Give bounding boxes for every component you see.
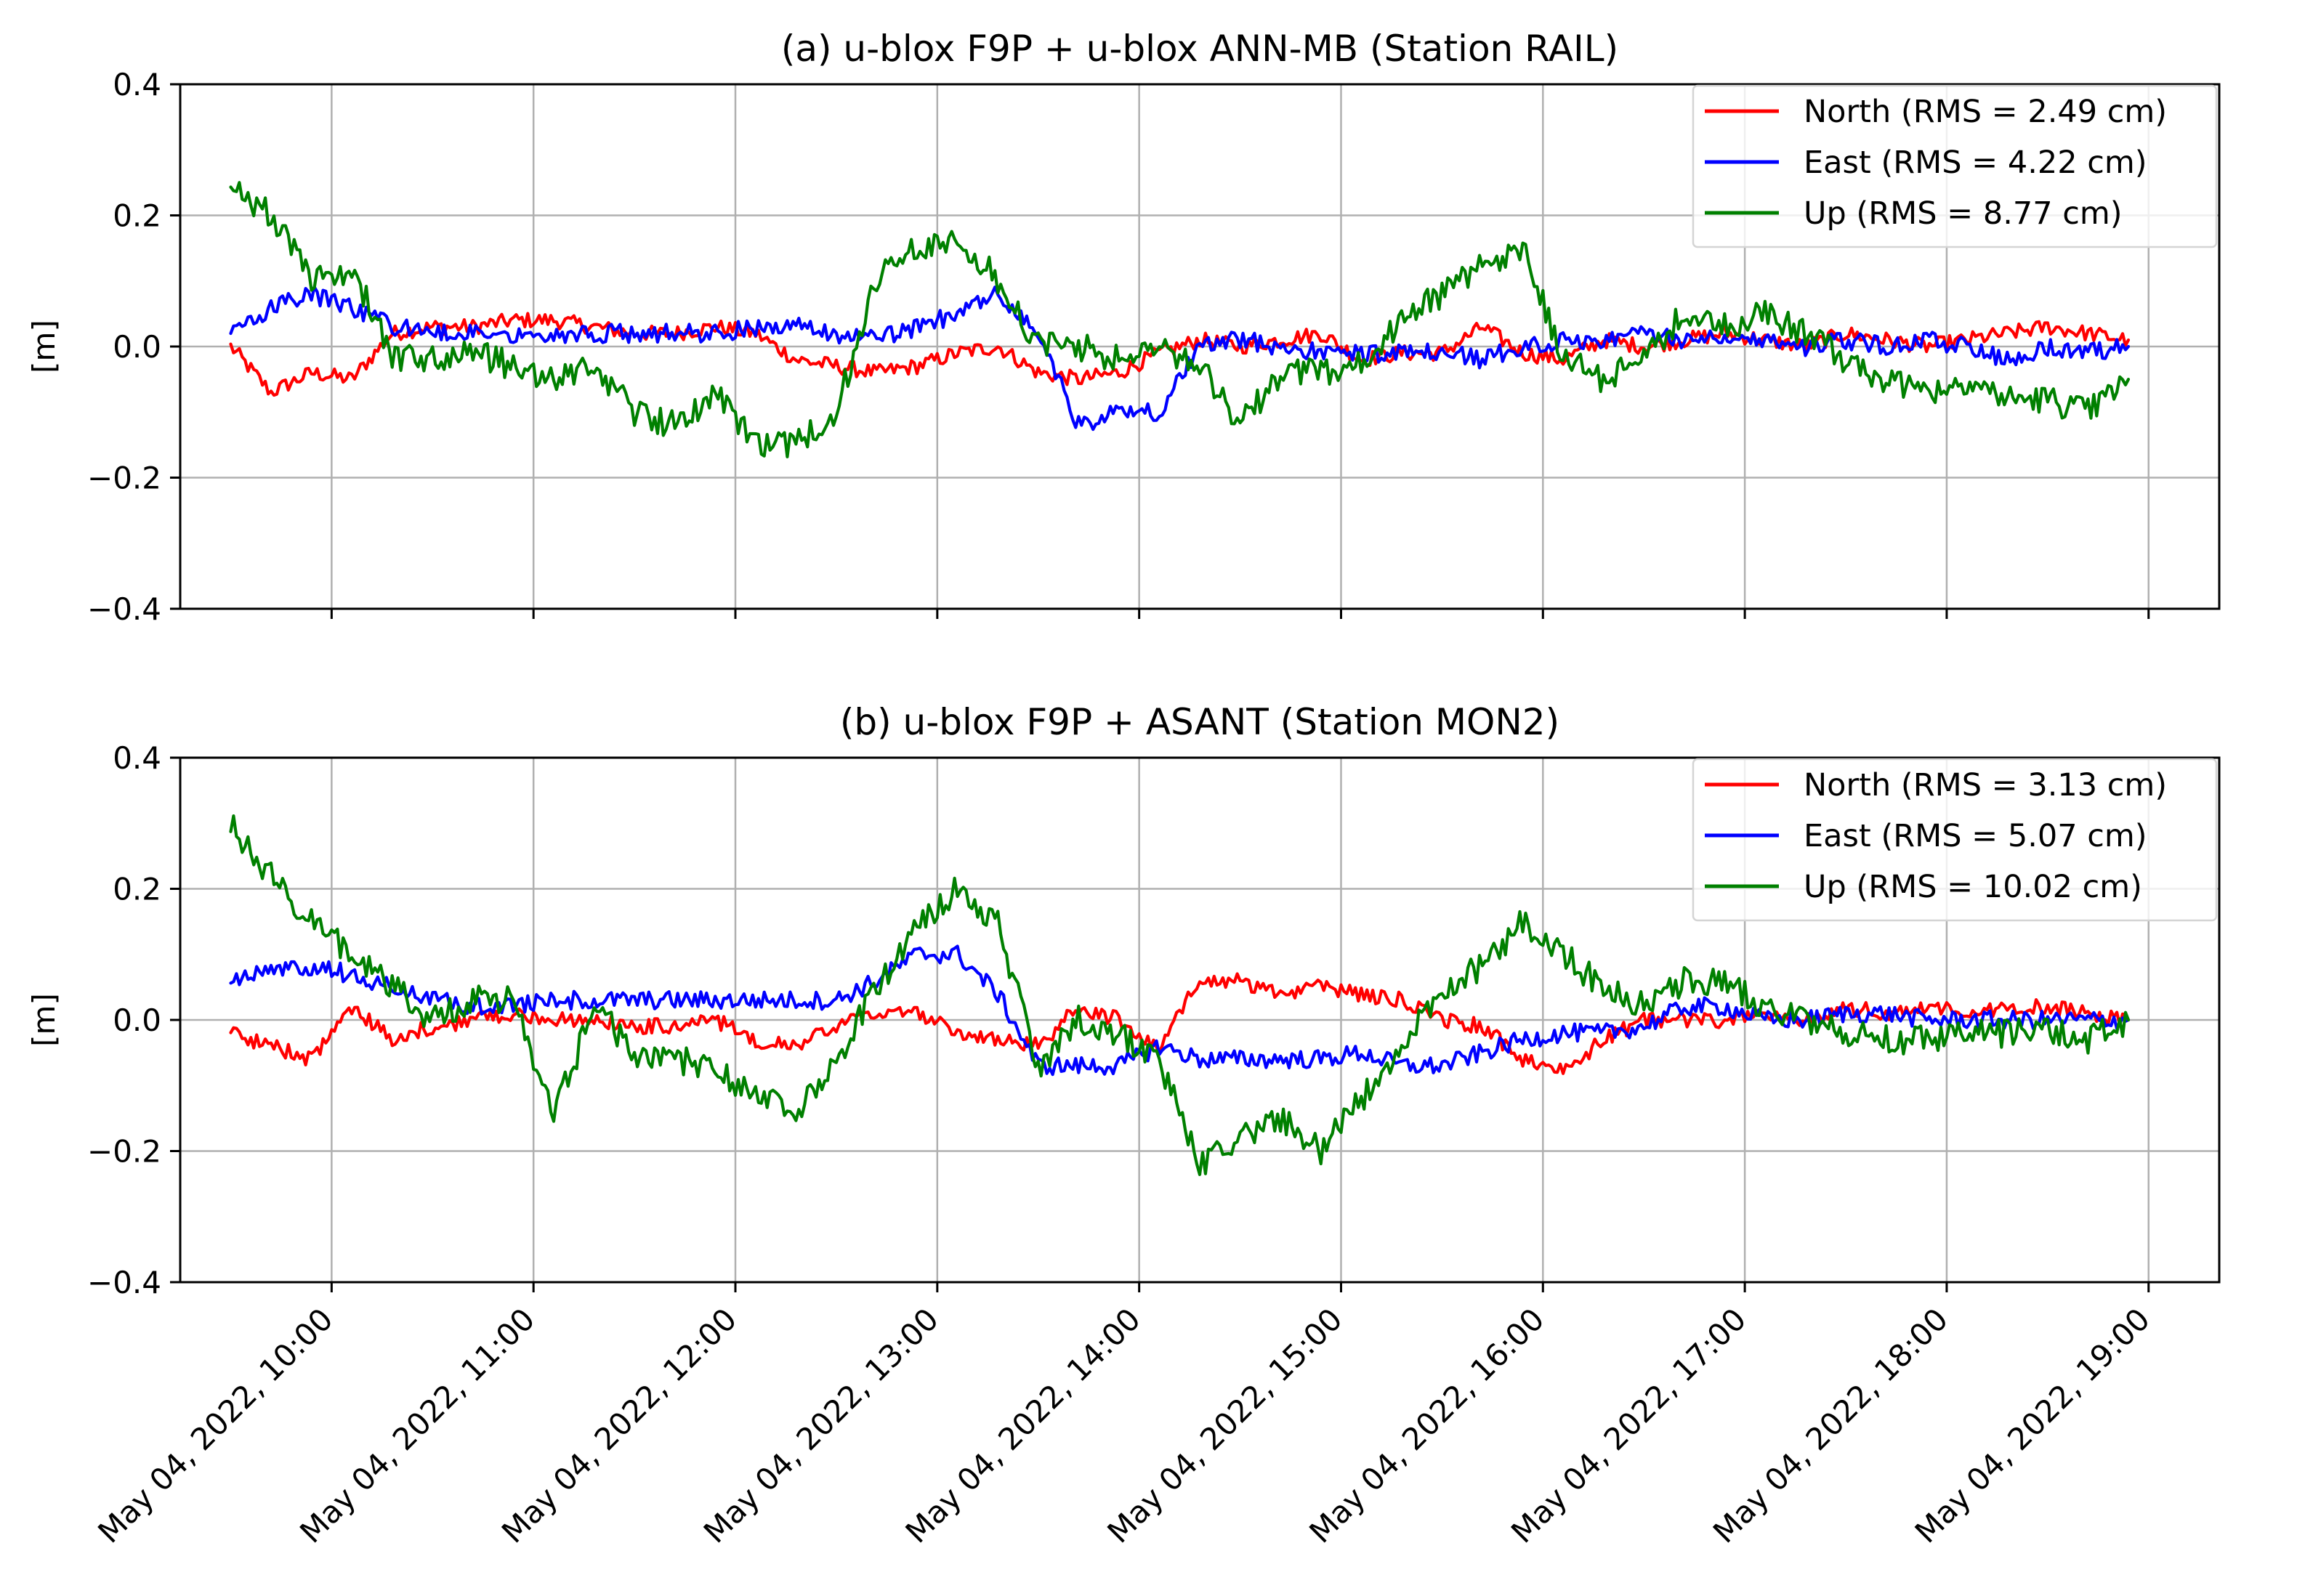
x-tick-label: May 04, 2022, 13:00 [697,1301,945,1550]
legend-label-east: East (RMS = 4.22 cm) [1804,145,2147,181]
series-line-up [229,181,2131,458]
x-tick-label: May 04, 2022, 14:00 [899,1301,1147,1550]
x-tick-label: May 04, 2022, 10:00 [91,1301,339,1550]
legend-label-up: Up (RMS = 10.02 cm) [1804,869,2142,905]
x-tick-label: May 04, 2022, 16:00 [1302,1301,1551,1550]
legend-label-east: East (RMS = 5.07 cm) [1804,818,2147,854]
y-tick-label: 0.0 [113,329,161,365]
x-tick-label: May 04, 2022, 15:00 [1100,1301,1349,1550]
legend-label-up: Up (RMS = 8.77 cm) [1804,195,2123,232]
y-tick-label: 0.2 [113,872,161,907]
x-tick-label: May 04, 2022, 18:00 [1706,1301,1955,1550]
series-line-east [229,944,2131,1077]
legend-label-north: North (RMS = 2.49 cm) [1804,94,2167,130]
series-line-north [229,972,2131,1075]
panel-a-y-axis-label: [m] [26,320,62,373]
panel-b-legend: North (RMS = 3.13 cm) East (RMS = 5.07 c… [1692,758,2218,922]
x-tick-label: May 04, 2022, 11:00 [293,1301,541,1550]
x-tick-label: May 04, 2022, 12:00 [495,1301,743,1550]
panel-b-y-axis-label: [m] [26,993,62,1047]
y-tick-label: 0.4 [113,740,161,776]
y-tick-label: −0.2 [87,461,161,496]
legend-label-north: North (RMS = 3.13 cm) [1804,767,2167,803]
panel-a-y-axis: −0.4 −0.2 0.0 0.2 0.4 [87,67,180,627]
y-tick-label: −0.4 [87,591,161,627]
y-tick-label: −0.4 [87,1265,161,1300]
panel-a-title: (a) u-blox F9P + u-blox ANN-MB (Station … [781,28,1618,70]
chart-panel-b: −0.4−0.20.00.20.4 May 04, 2022, 10:00May… [26,701,2221,1550]
x-tick-label: May 04, 2022, 17:00 [1504,1301,1753,1550]
y-tick-label: −0.2 [87,1134,161,1170]
x-tick-label: May 04, 2022, 19:00 [1908,1301,2157,1550]
y-tick-label: 0.0 [113,1002,161,1038]
y-tick-label: 0.2 [113,198,161,234]
panel-a-legend-box [1692,84,2218,248]
panel-b-legend-box [1692,758,2218,922]
panel-a-plot-area [229,181,2131,458]
panel-a-legend: North (RMS = 2.49 cm) East (RMS = 4.22 c… [1692,84,2218,248]
y-tick-label: 0.4 [113,67,161,102]
panel-b-plot-area [229,814,2131,1176]
panel-b-y-axis: −0.4 −0.2 0.0 0.2 0.4 [87,740,180,1300]
panel-a-x-axis [330,609,2150,619]
panel-b-title: (b) u-blox F9P + ASANT (Station MON2) [840,701,1559,743]
chart-panel-a: −0.4 −0.2 0.0 0.2 0.4 (a) u-blox F9P + u-blo… [26,28,2221,627]
series-line-up [229,814,2131,1176]
